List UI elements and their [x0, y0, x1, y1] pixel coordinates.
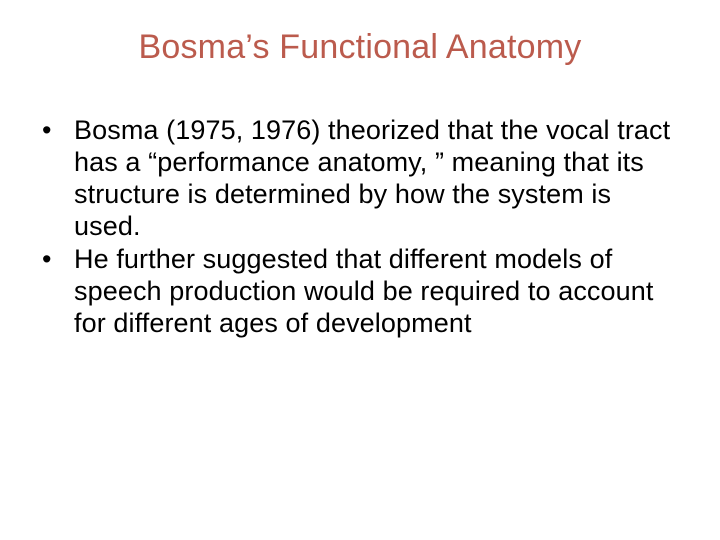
bullet-list: Bosma (1975, 1976) theorized that the vo… [30, 115, 690, 340]
slide: Bosma’s Functional Anatomy Bosma (1975, … [0, 0, 720, 540]
slide-title: Bosma’s Functional Anatomy [30, 28, 690, 67]
list-item: He further suggested that different mode… [36, 244, 684, 340]
list-item: Bosma (1975, 1976) theorized that the vo… [36, 115, 684, 242]
